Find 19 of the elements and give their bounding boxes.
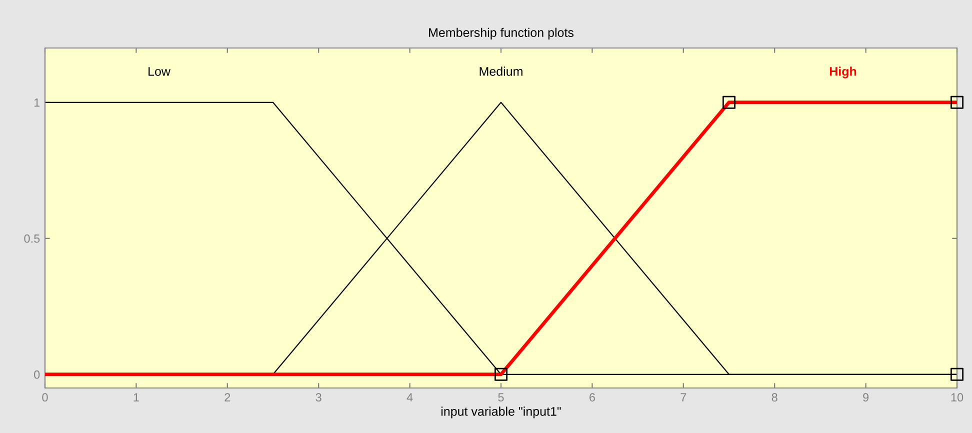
x-tick-label: 7 <box>680 393 686 402</box>
x-tick-label: 2 <box>224 393 230 402</box>
y-tick-label: 1 <box>34 98 40 107</box>
text: Low <box>148 67 170 76</box>
x-tick-label: 0 <box>42 393 48 402</box>
x-tick-label: 3 <box>316 393 322 402</box>
y-tick-label: 0 <box>34 370 40 379</box>
x-tick-label: 9 <box>863 393 869 402</box>
x-tick-label: 1 <box>134 393 139 402</box>
x-tick-label: 4 <box>406 393 413 402</box>
x-tick-label: 5 <box>498 393 504 402</box>
chart-title: Membership function plots <box>429 28 574 40</box>
text: Medium <box>480 66 522 76</box>
x-tick-label: 6 <box>590 393 595 402</box>
x-tick-label: 8 <box>772 393 778 402</box>
x-axis-title: input variable "input1" <box>441 406 561 418</box>
y-tick-label: 0.5 <box>24 234 40 243</box>
x-tick-label: 10 <box>951 393 964 402</box>
series-label: High <box>830 66 856 78</box>
